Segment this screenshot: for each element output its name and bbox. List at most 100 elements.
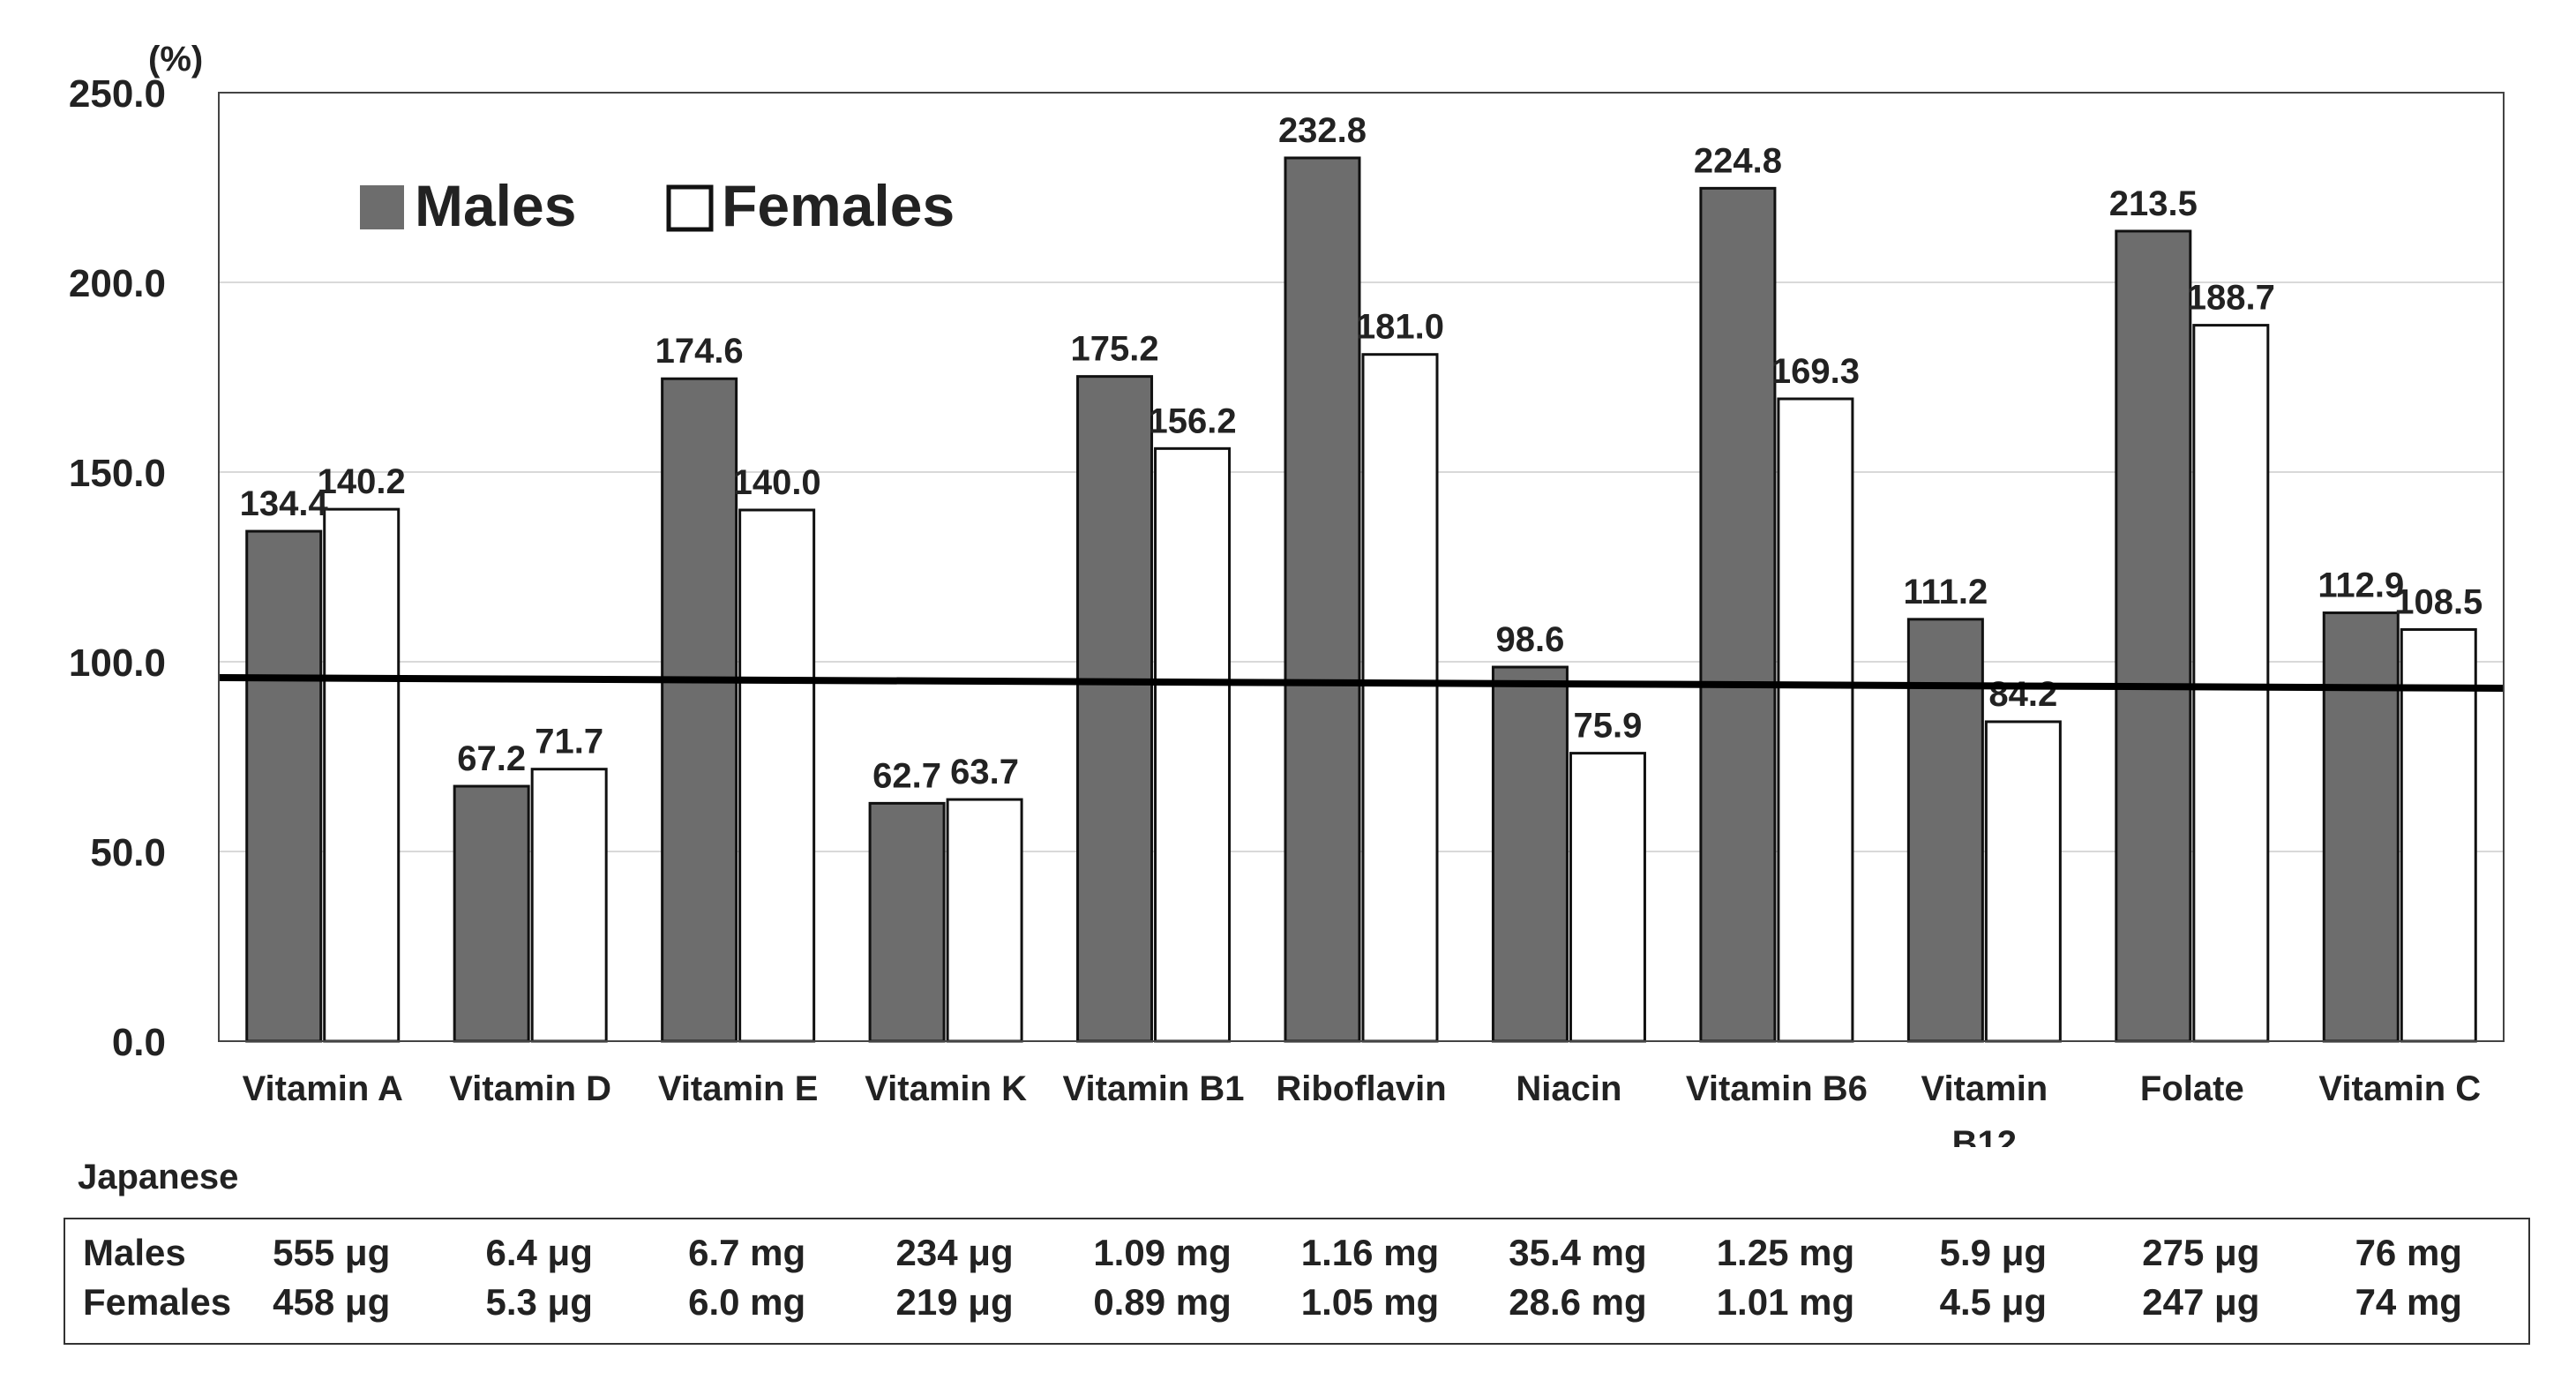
- x-category-label: Vitamin: [1921, 1069, 2048, 1108]
- x-category-label: Vitamin K: [865, 1069, 1027, 1108]
- bar-females: [1154, 446, 1232, 1043]
- x-category-label: Vitamin D: [449, 1069, 611, 1108]
- bar-males: [245, 529, 323, 1043]
- bar-males: [453, 784, 530, 1043]
- bar-females: [1569, 752, 1646, 1043]
- intake-cell: 1.16 mg: [1300, 1232, 1440, 1273]
- y-tick-label: 50.0: [90, 831, 166, 874]
- value-label-males: 174.6: [655, 332, 744, 371]
- intake-cell: 5.9 μg: [1939, 1232, 2048, 1273]
- y-tick-label: 150.0: [69, 452, 166, 495]
- legend-label-females: Females: [722, 173, 955, 238]
- value-label-males: 224.8: [1694, 141, 1782, 180]
- value-label-females: 188.7: [2187, 279, 2275, 318]
- bar-females: [1777, 397, 1854, 1043]
- bar-males: [1076, 375, 1154, 1043]
- intake-cell: 1.05 mg: [1300, 1281, 1440, 1323]
- intake-cell: 6.4 μg: [485, 1232, 593, 1273]
- y-tick-label: 200.0: [69, 262, 166, 305]
- legend-swatch-males: [360, 185, 404, 229]
- bar-females: [946, 798, 1023, 1043]
- y-tick-label: 250.0: [69, 72, 166, 116]
- value-label-males: 175.2: [1070, 330, 1158, 369]
- bar-females: [738, 508, 816, 1043]
- intake-table: Males 555 μg 6.4 μg 6.7 mg 234 μg 1.09 m…: [64, 1218, 2530, 1345]
- x-category-label: Folate: [2140, 1069, 2244, 1108]
- intake-cell: 275 μg: [2142, 1232, 2260, 1273]
- bar-males: [1699, 186, 1777, 1043]
- bar-males: [1491, 665, 1569, 1043]
- bar-females: [1361, 353, 1439, 1043]
- intake-row-label: Males: [83, 1232, 186, 1273]
- intake-section-label: Japanese: [78, 1158, 239, 1196]
- bar-females: [1984, 720, 2062, 1043]
- bar-males: [1284, 156, 1361, 1043]
- value-label-males: 111.2: [1904, 573, 1988, 611]
- intake-cell: 76 mg: [2355, 1232, 2462, 1273]
- bar-males: [661, 377, 738, 1043]
- x-category-label: Vitamin B6: [1686, 1069, 1868, 1108]
- x-category-label: Vitamin B1: [1063, 1069, 1245, 1108]
- intake-cell: 458 μg: [273, 1281, 391, 1323]
- x-category-label: Vitamin A: [243, 1069, 403, 1108]
- value-label-males: 62.7: [872, 756, 941, 795]
- y-tick-label: 0.0: [112, 1021, 166, 1064]
- intake-cell: 35.4 mg: [1509, 1232, 1647, 1273]
- bar-males: [2115, 229, 2192, 1043]
- bar-females: [530, 768, 608, 1043]
- intake-cell: 6.0 mg: [688, 1281, 806, 1323]
- intake-row-males: Males 555 μg 6.4 μg 6.7 mg 234 μg 1.09 m…: [65, 1228, 2528, 1278]
- value-label-males: 134.4: [240, 484, 329, 523]
- intake-cell: 4.5 μg: [1939, 1281, 2048, 1323]
- intake-cell: 6.7 mg: [688, 1232, 806, 1273]
- plot-area-frame: [218, 92, 2505, 1042]
- x-axis-labels: Vitamin A Vitamin D Vitamin E Vitamin K Vita…: [243, 1069, 2482, 1147]
- bars: [245, 156, 2477, 1043]
- bar-males: [2322, 611, 2400, 1043]
- value-label-males: 98.6: [1496, 620, 1565, 659]
- x-category-label: Niacin: [1516, 1069, 1621, 1108]
- bar-females: [323, 507, 401, 1043]
- value-label-females: 84.2: [1988, 675, 2057, 714]
- value-label-females: 140.0: [733, 463, 821, 502]
- y-tick-label: 100.0: [69, 641, 166, 685]
- bar-males: [868, 801, 946, 1043]
- intake-cell: 247 μg: [2142, 1281, 2260, 1323]
- value-label-males: 232.8: [1278, 111, 1367, 150]
- intake-cell: 74 mg: [2355, 1281, 2462, 1323]
- value-label-females: 71.7: [535, 723, 603, 761]
- y-axis-ticks: 0.0 50.0 100.0 150.0 200.0 250.0: [69, 72, 166, 1064]
- value-label-females: 181.0: [1356, 308, 1444, 347]
- vitamin-intake-bar-chart: 134.4 67.2 174.6 62.7 175.2 232.8 98.6 224.8 111…: [69, 40, 2505, 1147]
- intake-cell: 555 μg: [273, 1232, 391, 1273]
- intake-cell: 1.01 mg: [1716, 1281, 1855, 1323]
- intake-row-label: Females: [83, 1281, 232, 1323]
- y-axis-unit: (%): [148, 40, 203, 79]
- x-category-label: Vitamin C: [2318, 1069, 2481, 1108]
- reference-line-100: [218, 674, 2505, 692]
- value-label-females: 156.2: [1148, 401, 1236, 440]
- intake-row-females: Females 458 μg 5.3 μg 6.0 mg 219 μg 0.89…: [65, 1278, 2528, 1327]
- intake-cell: 1.25 mg: [1716, 1232, 1855, 1273]
- intake-cell: 28.6 mg: [1509, 1281, 1647, 1323]
- legend: Males Females: [333, 163, 1004, 260]
- intake-cell: 1.09 mg: [1093, 1232, 1232, 1273]
- x-category-label: Riboflavin: [1276, 1069, 1446, 1108]
- x-category-label: Vitamin E: [658, 1069, 819, 1108]
- value-label-females: 75.9: [1574, 707, 1643, 746]
- intake-cell: 234 μg: [895, 1232, 1014, 1273]
- intake-cell: 5.3 μg: [485, 1281, 593, 1323]
- value-label-males: 112.9: [2318, 566, 2404, 605]
- x-category-label: B12: [1952, 1124, 2017, 1147]
- value-label-males: 213.5: [2109, 184, 2198, 223]
- bar-males: [1906, 618, 1984, 1043]
- legend-label-males: Males: [415, 173, 576, 238]
- value-label-females: 169.3: [1771, 352, 1860, 391]
- intake-cell: 0.89 mg: [1093, 1281, 1232, 1323]
- intake-cell: 219 μg: [895, 1281, 1014, 1323]
- bar-females: [2192, 324, 2270, 1043]
- value-labels: 134.4 67.2 174.6 62.7 175.2 232.8 98.6 224.8 111…: [240, 111, 2483, 795]
- value-label-females: 140.2: [318, 462, 406, 501]
- value-label-males: 67.2: [457, 739, 526, 778]
- value-label-females: 63.7: [950, 753, 1019, 791]
